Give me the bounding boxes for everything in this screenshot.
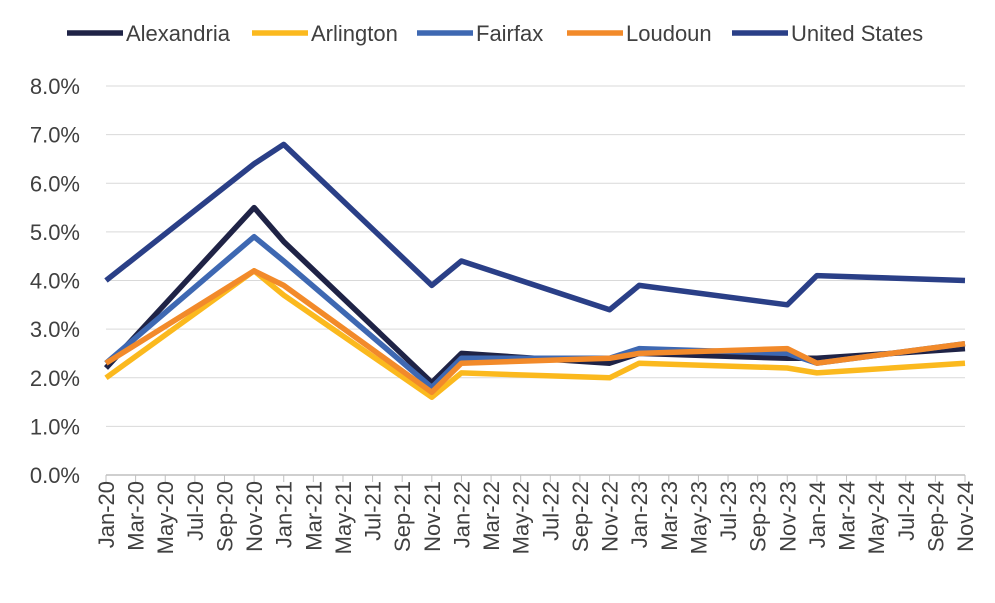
- y-tick-label: 4.0%: [30, 269, 80, 294]
- x-tick-label: Mar-24: [835, 481, 860, 551]
- x-tick-label: Sep-22: [568, 481, 593, 552]
- legend-label-alexandria: Alexandria: [126, 21, 231, 46]
- series-line-arlington: [104, 268, 966, 400]
- y-tick-label: 3.0%: [30, 317, 80, 342]
- x-tick-label: Nov-22: [598, 481, 623, 552]
- x-axis: Jan-20 Mar-20 May-20 Jul-20 Sep-20 Nov-20 Jan-…: [94, 474, 978, 554]
- x-tick-label: Mar-20: [124, 481, 149, 551]
- x-tick-label: Jul-23: [716, 481, 741, 541]
- legend-label-united-states: United States: [791, 21, 923, 46]
- x-tick-label: Sep-24: [923, 481, 948, 552]
- x-tick-label: May-23: [686, 481, 711, 554]
- x-tick-label: Jan-24: [805, 481, 830, 548]
- y-tick-label: 0.0%: [30, 463, 80, 488]
- x-tick-label: Jan-21: [272, 481, 297, 548]
- legend-label-fairfax: Fairfax: [476, 21, 543, 46]
- series-lines: [103, 141, 966, 400]
- y-tick-label: 6.0%: [30, 171, 80, 196]
- x-tick-label: Mar-22: [479, 481, 504, 551]
- x-tick-label: Mar-23: [657, 481, 682, 551]
- x-tick-label: Nov-20: [242, 481, 267, 552]
- legend-label-loudoun: Loudoun: [626, 21, 712, 46]
- y-axis: 0.0% 1.0% 2.0% 3.0% 4.0% 5.0% 6.0% 7.0% 8.0%: [30, 74, 80, 488]
- legend-label-arlington: Arlington: [311, 21, 398, 46]
- y-tick-label: 5.0%: [30, 220, 80, 245]
- x-tick-label: May-21: [331, 481, 356, 554]
- gridlines: [106, 85, 965, 427]
- x-tick-label: Jan-20: [94, 481, 119, 548]
- x-tick-label: May-20: [153, 481, 178, 554]
- legend: Alexandria Arlington Fairfax Loudoun United …: [67, 21, 923, 46]
- x-tick-label: Jul-22: [538, 481, 563, 541]
- series-line-loudoun: [104, 268, 966, 396]
- x-tick-label: Jul-20: [183, 481, 208, 541]
- y-tick-label: 8.0%: [30, 74, 80, 99]
- x-tick-label: Nov-24: [953, 481, 978, 552]
- y-tick-label: 7.0%: [30, 123, 80, 148]
- x-tick-label: Sep-23: [746, 481, 771, 552]
- x-tick-label: Jul-24: [894, 481, 919, 541]
- y-tick-label: 2.0%: [30, 366, 80, 391]
- x-tick-label: Mar-21: [301, 481, 326, 551]
- series-line-fairfax: [104, 233, 966, 391]
- x-tick-label: Nov-23: [775, 481, 800, 552]
- x-tick-label: Nov-21: [420, 481, 445, 552]
- x-tick-label: Jan-22: [449, 481, 474, 548]
- x-tick-label: May-24: [864, 481, 889, 554]
- x-tick-label: Jul-21: [361, 481, 386, 541]
- x-tick-label: Sep-21: [390, 481, 415, 552]
- series-line-united-states: [104, 141, 966, 313]
- y-tick-label: 1.0%: [30, 414, 80, 439]
- x-tick-label: Sep-20: [212, 481, 237, 552]
- x-tick-label: May-22: [509, 481, 534, 554]
- x-tick-label: Jan-23: [627, 481, 652, 548]
